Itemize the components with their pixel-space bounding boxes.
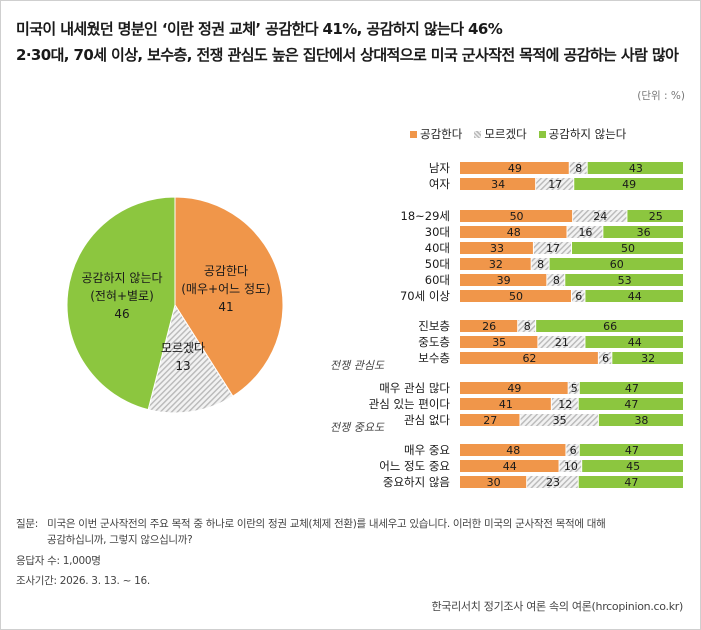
bar-value: 41 <box>499 398 513 411</box>
bar-value: 23 <box>546 476 560 489</box>
bar-value: 44 <box>628 336 642 349</box>
bar-value: 16 <box>578 226 592 239</box>
question-line-1: 질문: 미국은 이번 군사작전의 주요 목적 중 하나로 이란의 정권 교체(체… <box>16 516 605 531</box>
bar-value: 17 <box>546 242 560 255</box>
row-label: 여자 <box>429 177 451 191</box>
row-label: 관심 없다 <box>404 413 450 427</box>
bar-value: 25 <box>649 210 663 223</box>
bar-value: 26 <box>482 320 496 333</box>
question-text-1: 미국은 이번 군사작전의 주요 목적 중 하나로 이란의 정권 교체(체제 전환… <box>47 518 605 530</box>
bar-value: 49 <box>507 382 521 395</box>
bar-value: 10 <box>564 460 578 473</box>
row-label: 보수층 <box>418 351 450 365</box>
bar-value: 21 <box>555 336 569 349</box>
row-label: 60대 <box>425 273 450 287</box>
pie-value-1: 13 <box>175 359 190 373</box>
row-label: 40대 <box>425 241 450 255</box>
bar-value: 33 <box>490 242 504 255</box>
row-label: 매우 관심 많다 <box>379 381 450 395</box>
row-label: 남자 <box>429 161 451 175</box>
period-note: 조사기간: 2026. 3. 13. ~ 16. <box>16 573 150 588</box>
question-line-2: 공감하십니까, 그렇지 않으십니까? <box>47 532 192 547</box>
bar-value: 35 <box>553 414 567 427</box>
bar-value: 66 <box>603 320 617 333</box>
row-label: 18~29세 <box>401 209 450 223</box>
group-header: 전쟁 관심도 <box>330 359 385 372</box>
bar-value: 32 <box>641 352 655 365</box>
bar-value: 44 <box>628 290 642 303</box>
row-label: 중요하지 않음 <box>383 475 450 489</box>
bar-value: 48 <box>507 226 521 239</box>
source-note: 한국리서치 정기조사 여론 속의 여론(hrcopinion.co.kr) <box>431 598 683 614</box>
respondents-note: 응답자 수: 1,000명 <box>16 553 101 568</box>
pie-chart: 공감한다 (매우+어느 정도) 41 모르겠다 13 공감하지 않는다 (전혀+별로) 46 <box>67 197 283 413</box>
pie-value-2: 46 <box>114 307 129 321</box>
bar-value: 27 <box>483 414 497 427</box>
bar-value: 47 <box>625 382 639 395</box>
row-label: 중도층 <box>418 335 450 349</box>
bar-value: 62 <box>522 352 536 365</box>
question-label: 질문: <box>16 518 38 530</box>
bar-value: 47 <box>625 444 639 457</box>
bar-value: 60 <box>610 258 624 271</box>
bar-value: 45 <box>626 460 640 473</box>
bar-value: 12 <box>558 398 572 411</box>
pie-value-0: 41 <box>218 300 233 314</box>
pie-label-0: (매우+어느 정도) <box>181 282 270 296</box>
bar-value: 48 <box>506 444 520 457</box>
bar-value: 8 <box>575 162 582 175</box>
row-label: 진보층 <box>418 319 450 333</box>
bar-value: 47 <box>624 476 638 489</box>
bar-value: 43 <box>629 162 643 175</box>
bar-value: 24 <box>593 210 607 223</box>
bar-value: 38 <box>634 414 648 427</box>
group-header: 전쟁 중요도 <box>330 421 385 434</box>
bar-value: 36 <box>637 226 651 239</box>
bar-value: 30 <box>487 476 501 489</box>
bar-value: 50 <box>509 290 523 303</box>
pie-label-2: 공감하지 않는다 <box>81 271 162 285</box>
bar-value: 6 <box>602 352 609 365</box>
pie-label-2: (전혀+별로) <box>90 289 154 303</box>
bar-value: 8 <box>524 320 531 333</box>
pie-label-1: 모르겠다 <box>161 341 205 355</box>
bar-value: 8 <box>553 274 560 287</box>
row-label: 어느 정도 중요 <box>379 459 450 473</box>
bar-value: 6 <box>570 444 577 457</box>
bar-value: 6 <box>575 290 582 303</box>
bar-value: 8 <box>537 258 544 271</box>
bar-value: 47 <box>624 398 638 411</box>
bar-value: 50 <box>621 242 635 255</box>
bar-value: 39 <box>497 274 511 287</box>
bar-value: 32 <box>489 258 503 271</box>
bar-value: 17 <box>548 178 562 191</box>
stacked-bar-chart: 남자 49 8 43 여자 34 17 49 18~29세 50 24 25 30대 48 16 36 40대 3… <box>330 161 683 489</box>
bar-value: 35 <box>492 336 506 349</box>
bar-value: 53 <box>618 274 632 287</box>
bar-value: 49 <box>508 162 522 175</box>
row-label: 30대 <box>425 225 450 239</box>
pie-label-0: 공감한다 <box>204 264 248 278</box>
bar-value: 50 <box>510 210 524 223</box>
row-label: 50대 <box>425 257 450 271</box>
row-label: 70세 이상 <box>400 289 450 303</box>
bar-value: 44 <box>503 460 517 473</box>
bar-value: 5 <box>571 382 578 395</box>
bar-value: 34 <box>491 178 505 191</box>
bar-value: 49 <box>622 178 636 191</box>
row-label: 매우 중요 <box>404 443 450 457</box>
row-label: 관심 있는 편이다 <box>369 397 451 411</box>
